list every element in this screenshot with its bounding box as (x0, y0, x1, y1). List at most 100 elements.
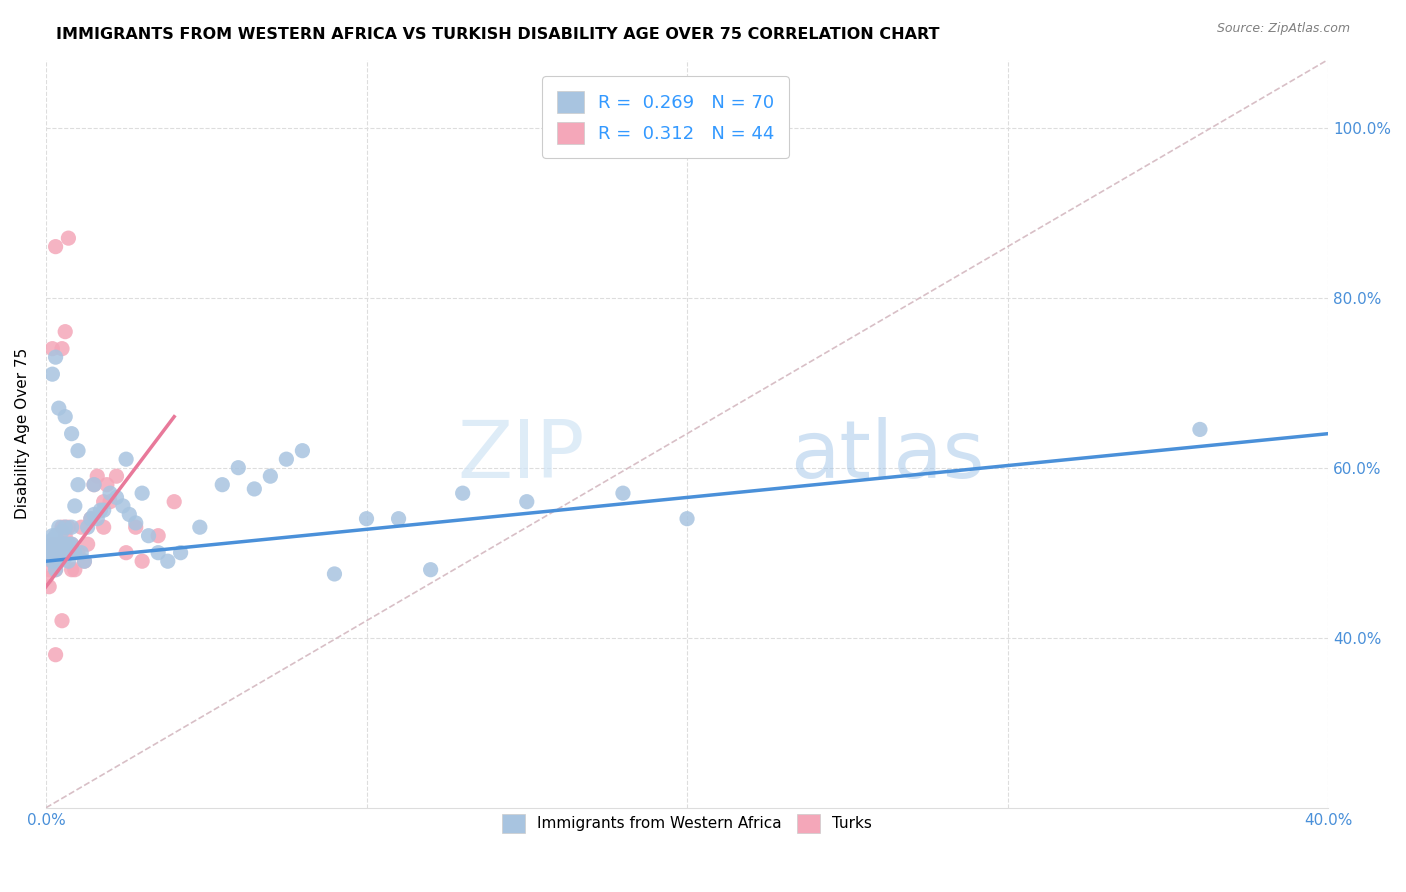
Point (93, 503, 115, 517)
Point (45, 549, 67, 564)
Point (66, 546, 89, 560)
Point (63, 563, 86, 577)
Point (451, 486, 474, 500)
Point (70, 520, 93, 534)
Point (53, 529, 76, 543)
Point (63, 499, 86, 513)
Point (89, 503, 111, 517)
Point (53, 520, 76, 534)
Point (41, 367, 63, 381)
Point (115, 452, 138, 467)
Point (86, 511, 108, 525)
Point (53, 549, 76, 564)
Point (38, 563, 60, 577)
Y-axis label: Disability Age Over 75: Disability Age Over 75 (15, 348, 30, 519)
Point (45, 350, 67, 364)
Point (66, 443, 89, 458)
Point (356, 511, 378, 525)
Point (45, 563, 67, 577)
Point (38, 541, 60, 556)
Point (83, 508, 105, 522)
Point (41, 546, 63, 560)
Point (259, 469, 281, 483)
Text: Source: ZipAtlas.com: Source: ZipAtlas.com (1216, 22, 1350, 36)
Point (58, 554, 80, 568)
Point (226, 460, 249, 475)
Point (45, 529, 67, 543)
Point (38, 549, 60, 564)
Point (612, 486, 634, 500)
Point (118, 508, 141, 522)
Point (41, 342, 63, 356)
Point (125, 516, 148, 530)
Point (125, 520, 148, 534)
Text: ZIP: ZIP (457, 417, 585, 495)
Point (276, 452, 298, 467)
Point (48, 520, 70, 534)
Point (35, 571, 58, 585)
Point (419, 563, 441, 577)
Text: IMMIGRANTS FROM WESTERN AFRICA VS TURKISH DISABILITY AGE OVER 75 CORRELATION CHA: IMMIGRANTS FROM WESTERN AFRICA VS TURKIS… (56, 27, 939, 42)
Point (51, 524, 73, 539)
Point (76, 537, 98, 551)
Point (51, 537, 73, 551)
Point (51, 342, 73, 356)
Point (86, 469, 108, 483)
Point (70, 546, 93, 560)
Point (243, 482, 266, 496)
Point (58, 537, 80, 551)
Point (38, 546, 60, 560)
Point (41, 541, 63, 556)
Point (51, 614, 73, 628)
Point (48, 554, 70, 568)
Point (41, 554, 63, 568)
Point (211, 477, 233, 491)
Point (66, 477, 89, 491)
Point (93, 494, 115, 508)
Point (323, 566, 346, 581)
Point (51, 537, 73, 551)
Point (156, 554, 179, 568)
Point (111, 499, 134, 513)
Point (73, 554, 96, 568)
Point (83, 477, 105, 491)
Point (45, 563, 67, 577)
Point (58, 537, 80, 551)
Point (58, 520, 80, 534)
Point (35, 537, 58, 551)
Point (1188, 422, 1211, 436)
Point (80, 511, 103, 525)
Point (146, 546, 169, 560)
Point (60, 563, 83, 577)
Point (115, 546, 138, 560)
Point (48, 546, 70, 560)
Point (98, 486, 121, 500)
Point (60, 426, 83, 441)
Point (48, 541, 70, 556)
Point (93, 520, 115, 534)
Point (83, 477, 105, 491)
Point (45, 537, 67, 551)
Point (53, 520, 76, 534)
Point (41, 554, 63, 568)
Point (169, 546, 191, 560)
Point (58, 231, 80, 245)
Point (60, 537, 83, 551)
Point (48, 554, 70, 568)
Point (51, 546, 73, 560)
Point (51, 520, 73, 534)
Point (41, 537, 63, 551)
Point (80, 511, 103, 525)
Point (98, 494, 121, 508)
Text: atlas: atlas (790, 417, 984, 495)
Point (76, 520, 98, 534)
Point (188, 520, 211, 534)
Point (53, 325, 76, 339)
Point (146, 529, 169, 543)
Point (38, 580, 60, 594)
Point (105, 469, 128, 483)
Point (96, 477, 118, 491)
Point (163, 494, 186, 508)
Point (516, 494, 538, 508)
Point (41, 533, 63, 547)
